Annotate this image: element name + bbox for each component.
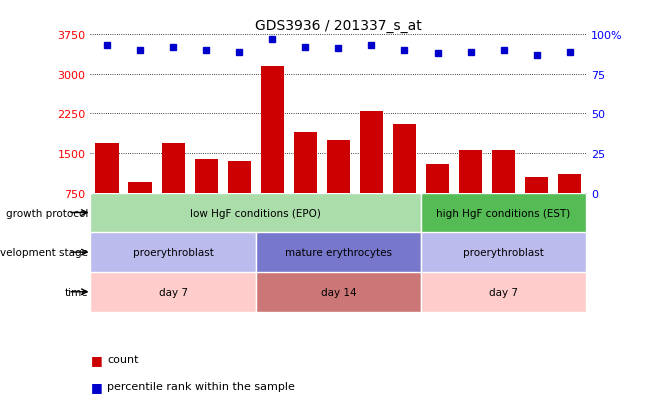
Bar (95, 143, 119, 193)
Bar (256, 233, 421, 272)
Bar (228, 161, 251, 193)
Text: mature erythrocytes: mature erythrocytes (285, 247, 392, 258)
Text: proerythroblast: proerythroblast (133, 247, 214, 258)
Bar (426, 164, 449, 193)
Bar (90, 233, 256, 272)
Title: GDS3936 / 201337_s_at: GDS3936 / 201337_s_at (255, 19, 421, 33)
Bar (393, 125, 416, 193)
Bar (525, 178, 548, 193)
Text: time: time (64, 287, 88, 297)
Bar (161, 143, 185, 193)
Text: day 14: day 14 (320, 287, 356, 297)
Text: day 7: day 7 (489, 287, 518, 297)
Bar (327, 140, 350, 193)
Bar (360, 112, 383, 193)
Bar (90, 272, 256, 312)
Text: ■: ■ (90, 380, 103, 393)
Bar (558, 175, 582, 193)
Bar (421, 233, 586, 272)
Text: ■: ■ (90, 353, 103, 366)
Bar (293, 133, 317, 193)
Bar (421, 272, 586, 312)
Text: growth protocol: growth protocol (5, 208, 88, 218)
Bar (261, 67, 284, 193)
Text: development stage: development stage (0, 247, 88, 258)
Text: high HgF conditions (EST): high HgF conditions (EST) (436, 208, 571, 218)
Bar (194, 160, 218, 193)
Text: count: count (107, 354, 139, 364)
Bar (459, 151, 482, 193)
Bar (492, 151, 515, 193)
Text: percentile rank within the sample: percentile rank within the sample (107, 381, 295, 391)
Text: low HgF conditions (EPO): low HgF conditions (EPO) (190, 208, 321, 218)
Bar (90, 193, 421, 233)
Text: proerythroblast: proerythroblast (463, 247, 544, 258)
Text: day 7: day 7 (159, 287, 188, 297)
Bar (129, 183, 151, 193)
Bar (421, 193, 586, 233)
Bar (256, 272, 421, 312)
